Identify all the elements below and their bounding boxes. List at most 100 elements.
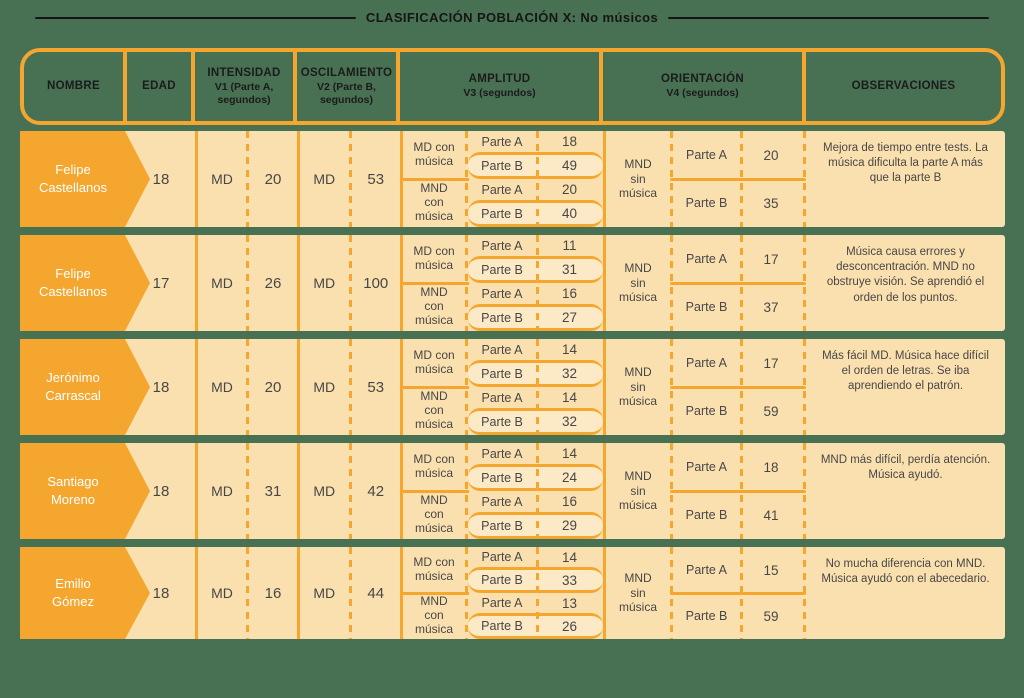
part-value: 59 xyxy=(763,403,779,419)
orientation-group-label: MND sin música xyxy=(606,547,670,639)
name-cell: Jerónimo Carrascal xyxy=(20,339,150,435)
table-row: Felipe Castellanos 18 MD 20 MD 53 MD con… xyxy=(20,131,1005,227)
part-label: Parte A xyxy=(686,252,727,266)
amplitude-group-1: MD con música xyxy=(413,555,455,583)
oscillation-v2-cell: MD 42 xyxy=(297,443,400,539)
orientation-separator-line xyxy=(670,385,806,389)
amplitude-part-row: Parte A 14 xyxy=(468,547,603,567)
title-bar: CLASIFICACIÓN POBLACIÓN X: No músicos xyxy=(35,10,989,25)
part-value: 32 xyxy=(561,366,578,381)
amplitude-part-row: Parte B 33 xyxy=(468,567,603,593)
part-value: 32 xyxy=(561,414,578,429)
amplitude-v3-cell: MD con música MND con música Parte A 14 … xyxy=(400,443,603,539)
table-header: NOMBRE EDAD INTENSIDAD V1 (Parte A, segu… xyxy=(20,48,1005,125)
group-separator-line xyxy=(403,591,469,595)
age-value: 18 xyxy=(152,482,170,500)
header-edad-label: EDAD xyxy=(142,80,176,93)
oscillation-value: 44 xyxy=(367,584,385,602)
orientation-group-text: MND sin música xyxy=(618,157,657,201)
part-label: Parte B xyxy=(481,414,523,429)
part-value: 14 xyxy=(561,549,578,565)
orientation-part-row: Parte A 18 xyxy=(673,443,806,491)
dashed-divider xyxy=(246,131,249,227)
part-value: 20 xyxy=(763,147,779,163)
header-orientacion-subtitle: V4 (segundos) xyxy=(666,87,739,100)
dashed-divider xyxy=(348,131,352,227)
header-oscilamiento-v2: OSCILAMIENTO V2 (Parte B, segundos) xyxy=(297,52,400,121)
part-label: Parte A xyxy=(481,238,523,253)
part-label: Parte A xyxy=(481,182,523,197)
amplitude-part-row: Parte A 14 xyxy=(468,443,603,464)
oscillation-value: 100 xyxy=(363,274,389,292)
orientation-part-row: Parte A 17 xyxy=(673,235,806,283)
amplitude-part-row: Parte B 32 xyxy=(468,360,603,387)
observations-cell: Mejora de tiempo entre tests. La música … xyxy=(806,131,1005,227)
orientation-part-row: Parte B 35 xyxy=(673,179,806,227)
intensity-value: 20 xyxy=(264,378,282,396)
orientation-parts: Parte A 20 Parte B 35 xyxy=(673,131,806,227)
amplitude-group-labels: MD con música MND con música xyxy=(403,339,465,435)
intensity-v1-cell: MD 31 xyxy=(195,443,297,539)
dashed-divider xyxy=(536,443,539,539)
intensity-v1-cell: MD 16 xyxy=(195,547,297,639)
orientation-parts: Parte A 17 Parte B 37 xyxy=(673,235,806,331)
part-label: Parte A xyxy=(686,148,727,162)
part-label: Parte B xyxy=(481,310,523,325)
header-nombre: NOMBRE xyxy=(24,52,127,121)
amplitude-parts: Parte A 11 Parte B 31 Parte A 16 Parte B… xyxy=(468,235,603,331)
name-cell: Felipe Castellanos xyxy=(20,235,150,331)
part-label: Parte B xyxy=(685,196,728,210)
observations-text: Más fácil MD. Música hace difícil el ord… xyxy=(822,350,989,393)
orientation-part-row: Parte B 37 xyxy=(673,283,806,331)
observations-cell: Más fácil MD. Música hace difícil el ord… xyxy=(806,339,1005,435)
dashed-divider xyxy=(536,547,539,639)
part-value: 31 xyxy=(561,262,578,277)
part-value: 24 xyxy=(561,470,578,485)
amplitude-group-labels: MD con música MND con música xyxy=(403,131,465,227)
amplitude-v3-cell: MD con música MND con música Parte A 11 … xyxy=(400,235,603,331)
age-value: 18 xyxy=(152,170,170,188)
amplitude-part-row: Parte A 14 xyxy=(468,339,603,360)
orientation-separator-line xyxy=(670,489,806,493)
intensity-value: 26 xyxy=(264,274,282,292)
amplitude-group-1: MD con música xyxy=(413,348,455,376)
participant-name: Emilio Gómez xyxy=(52,575,94,609)
part-label: Parte B xyxy=(685,508,728,522)
observations-text: Música causa errores y desconcentración.… xyxy=(826,246,985,304)
amplitude-v3-cell: MD con música MND con música Parte A 14 … xyxy=(400,547,603,639)
part-label: Parte A xyxy=(686,460,727,474)
amplitude-part-row: Parte B 40 xyxy=(468,200,603,227)
orientation-part-row: Parte A 17 xyxy=(673,339,806,387)
intensity-v1-cell: MD 20 xyxy=(195,339,297,435)
orientation-group-text: MND sin música xyxy=(618,365,657,409)
age-cell: 18 xyxy=(127,131,195,227)
part-value: 18 xyxy=(561,134,578,149)
oscillation-v2-cell: MD 100 xyxy=(297,235,400,331)
header-intensidad-title: INTENSIDAD xyxy=(207,66,281,79)
oscillation-v2-cell: MD 44 xyxy=(297,547,400,639)
header-oscilamiento-subtitle: V2 (Parte B, segundos) xyxy=(317,80,376,106)
orientation-group-text: MND sin música xyxy=(618,469,657,513)
header-orientacion-title: ORIENTACIÓN xyxy=(661,73,744,86)
oscillation-v2-cell: MD 53 xyxy=(297,339,400,435)
orientation-group-label: MND sin música xyxy=(606,131,670,227)
title-rule-left xyxy=(35,16,356,19)
age-cell: 18 xyxy=(127,339,195,435)
orientation-group-label: MND sin música xyxy=(606,443,670,539)
amplitude-v3-cell: MD con música MND con música Parte A 14 … xyxy=(400,339,603,435)
orientation-v4-cell: MND sin música Parte A 18 Parte B 41 xyxy=(603,443,806,539)
part-value: 17 xyxy=(763,251,779,267)
participant-name: Felipe Castellanos xyxy=(39,265,107,299)
amplitude-part-row: Parte A 11 xyxy=(468,235,603,256)
part-value: 14 xyxy=(561,342,578,357)
part-value: 15 xyxy=(763,562,779,578)
age-cell: 18 xyxy=(127,547,195,639)
orientation-parts: Parte A 18 Parte B 41 xyxy=(673,443,806,539)
amplitude-part-row: Parte A 18 xyxy=(468,131,603,152)
amplitude-part-row: Parte B 31 xyxy=(468,256,603,283)
name-cell: Felipe Castellanos xyxy=(20,131,150,227)
name-cell: Santiago Moreno xyxy=(20,443,150,539)
header-observaciones-label: OBSERVACIONES xyxy=(851,80,956,93)
amplitude-group-labels: MD con música MND con música xyxy=(403,547,465,639)
